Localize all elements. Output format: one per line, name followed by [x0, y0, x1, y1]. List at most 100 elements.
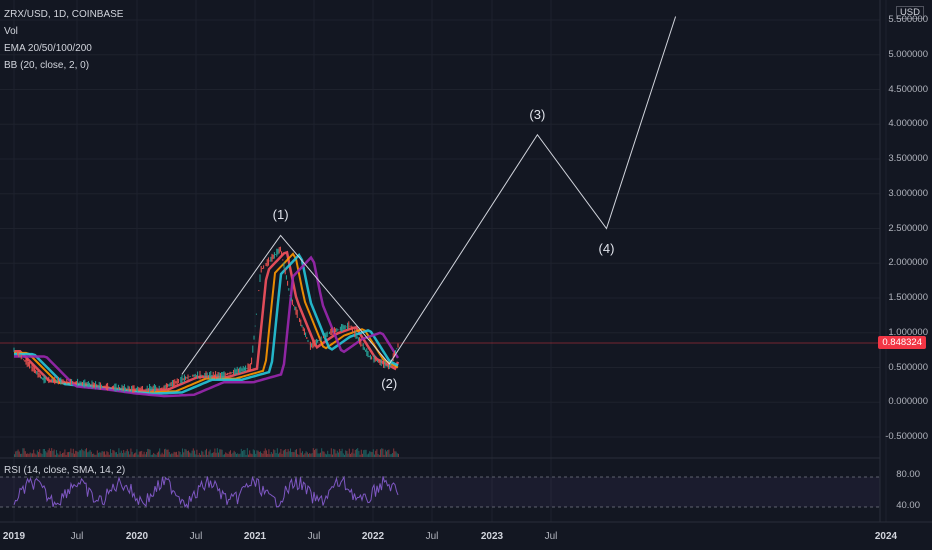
volume-bar — [119, 452, 121, 457]
volume-bar — [34, 453, 36, 457]
grid-lines — [0, 0, 887, 522]
indicator-rsi[interactable]: RSI (14, close, SMA, 14, 2) — [4, 465, 126, 476]
volume-bar — [333, 448, 335, 457]
volume-bar — [68, 452, 69, 457]
volume-bar — [285, 449, 287, 457]
volume-bar — [168, 451, 170, 457]
volume-bar — [209, 449, 211, 457]
volume-bar — [389, 454, 391, 457]
currency-badge[interactable]: USD — [895, 6, 924, 19]
volume-bar — [120, 450, 122, 457]
indicator-bb[interactable]: BB (20, close, 2, 0) — [4, 60, 90, 71]
volume-bar — [344, 454, 345, 457]
volume-bar — [232, 452, 234, 457]
volume-bar — [114, 452, 116, 457]
volume-bar — [149, 449, 151, 457]
volume-bar — [158, 451, 159, 457]
volume-bar — [141, 450, 143, 457]
volume-bar — [347, 453, 349, 457]
volume-bar — [249, 450, 251, 457]
volume-bar — [82, 450, 84, 457]
volume-bar — [353, 453, 355, 457]
volume-bar — [286, 452, 288, 457]
volume-bar — [52, 450, 54, 457]
volume-bar — [338, 452, 339, 457]
x-tick-label: 2023 — [480, 531, 504, 542]
volume-bar — [155, 454, 157, 457]
volume-bar — [351, 452, 353, 457]
volume-bar — [22, 448, 24, 457]
volume-bar — [222, 454, 224, 457]
volume-bar — [42, 448, 44, 457]
volume-bar — [302, 451, 303, 457]
volume-bar — [318, 453, 320, 457]
volume-bar — [382, 448, 384, 457]
volume-bar — [57, 453, 59, 457]
volume-bar — [76, 451, 78, 457]
volume-bar — [227, 453, 229, 457]
volume-bar — [150, 454, 152, 457]
volume-bar — [191, 450, 193, 457]
volume-bar — [284, 449, 285, 457]
volume-bar — [185, 449, 187, 457]
volume-bar — [83, 451, 85, 457]
volume-bar — [365, 449, 367, 457]
volume-bar — [170, 454, 171, 457]
volume-bar — [15, 451, 17, 457]
volume-bar — [305, 451, 307, 457]
volume-bar — [345, 450, 347, 457]
volume-bar — [315, 448, 317, 457]
volume-bar — [212, 452, 213, 457]
x-tick-label: 2019 — [2, 531, 26, 542]
volume-bar — [98, 452, 99, 457]
indicator-vol[interactable]: Vol — [4, 26, 18, 37]
volume-bar — [246, 448, 248, 457]
volume-bar — [71, 453, 73, 457]
volume-bar — [381, 448, 383, 457]
volume-bar — [244, 449, 246, 457]
volume-bar — [153, 452, 155, 457]
volume-bar — [258, 451, 260, 457]
volume-bar — [72, 448, 74, 457]
volume-bar — [294, 449, 296, 457]
x-tick-label: 2021 — [243, 531, 267, 542]
volume-bar — [360, 449, 362, 457]
volume-bar — [291, 452, 293, 457]
volume-bar — [396, 453, 398, 457]
volume-bar — [107, 452, 109, 457]
volume-bar — [263, 450, 265, 457]
volume-bar — [356, 449, 357, 457]
volume-bar — [387, 450, 389, 457]
volume-bar — [65, 454, 67, 457]
volume-bars — [14, 448, 399, 457]
volume-bar — [204, 450, 206, 457]
volume-bar — [216, 448, 218, 457]
y-tick-label: -0.500000 — [885, 431, 928, 442]
x-tick-label: 2024 — [874, 531, 898, 542]
volume-bar — [66, 452, 68, 457]
rsi-tick-label: 40.00 — [896, 500, 920, 511]
x-tick-label: Jul — [307, 531, 321, 542]
indicator-ema[interactable]: EMA 20/50/100/200 — [4, 43, 92, 54]
volume-bar — [64, 449, 66, 457]
volume-bar — [243, 449, 245, 457]
volume-bar — [330, 448, 332, 457]
volume-bar — [152, 454, 153, 457]
volume-bar — [164, 449, 165, 457]
volume-bar — [124, 452, 126, 457]
wave-path — [181, 16, 677, 375]
volume-bar — [226, 453, 228, 457]
volume-bar — [59, 451, 61, 457]
volume-bar — [336, 450, 338, 457]
volume-bar — [172, 453, 174, 457]
x-tick-label: 2020 — [125, 531, 149, 542]
volume-bar — [116, 452, 117, 457]
volume-bar — [178, 451, 180, 457]
volume-bar — [228, 451, 230, 457]
volume-bar — [56, 450, 57, 457]
volume-bar — [176, 451, 177, 457]
volume-bar — [359, 454, 361, 457]
volume-bar — [299, 448, 301, 457]
symbol-header[interactable]: ZRX/USD, 1D, COINBASE — [4, 9, 124, 20]
